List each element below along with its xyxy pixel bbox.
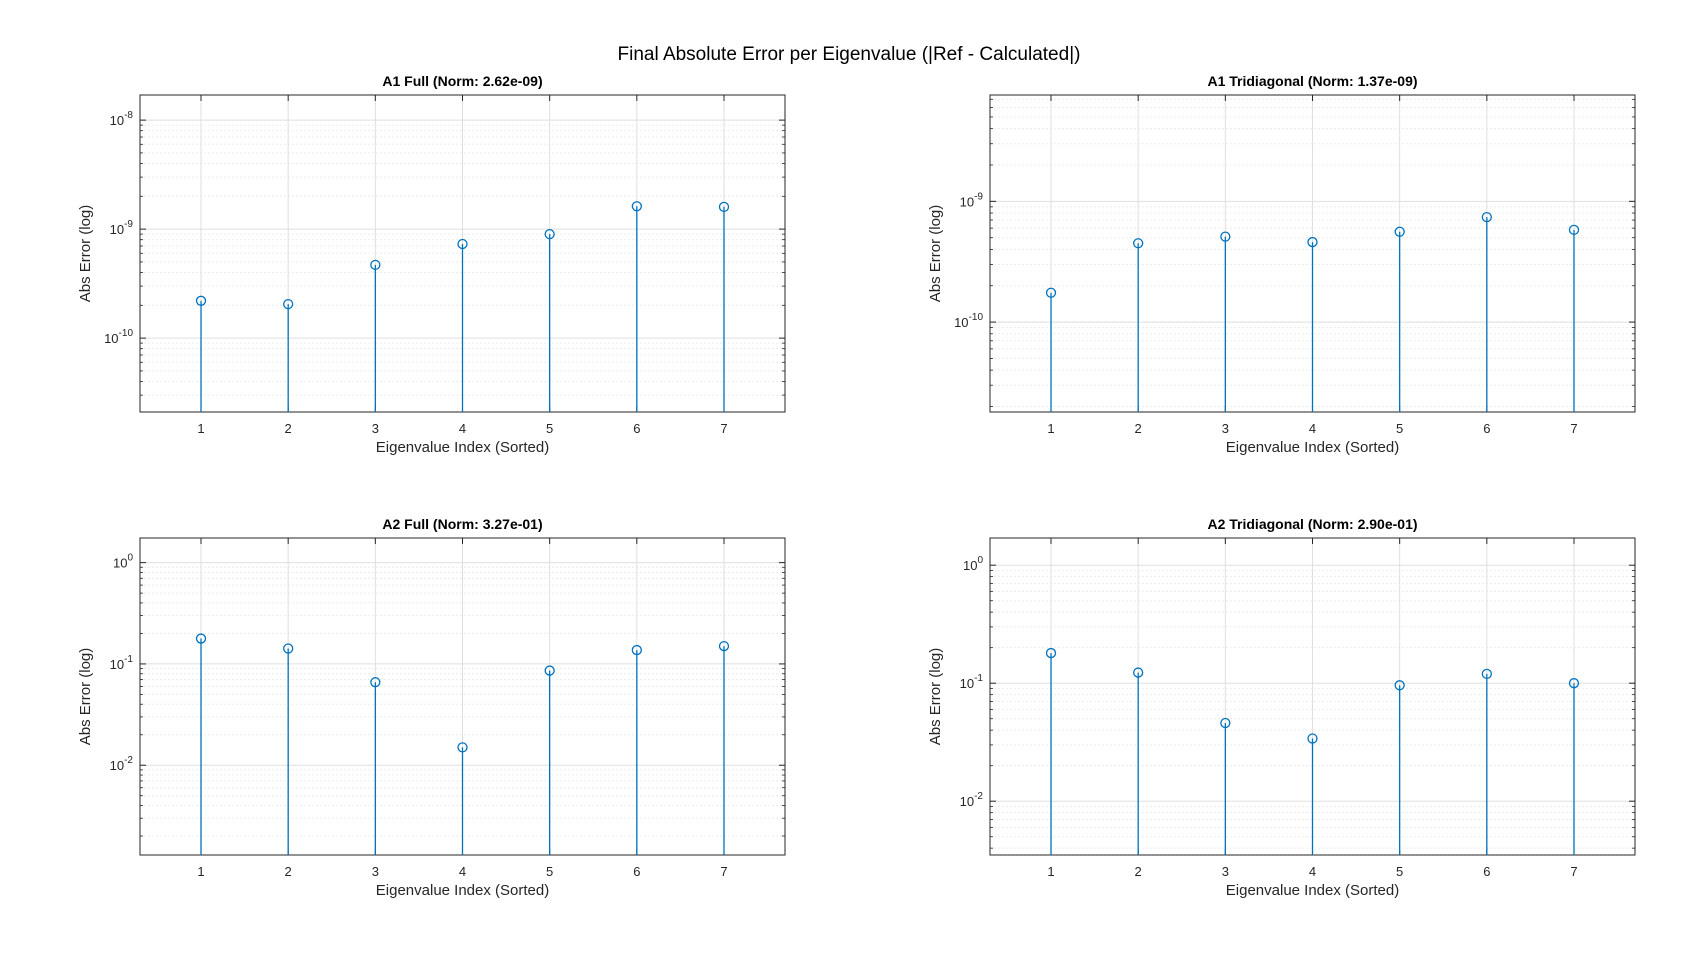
x-tick-label: 1: [197, 421, 204, 436]
x-axis-label: Eigenvalue Index (Sorted): [376, 882, 549, 899]
x-axis-label: Eigenvalue Index (Sorted): [1226, 882, 1399, 899]
y-axis-label: Abs Error (log): [927, 205, 944, 303]
stem-marker: [457, 238, 468, 250]
x-tick-label: 7: [720, 864, 727, 879]
subplot-a1-full: 1 2 3 4 5 6 7 10-10 10-9 10-8 A1 Full (Norm: 2.62e…: [77, 73, 786, 456]
x-tick-label: 5: [1396, 421, 1403, 436]
y-tick-label: 10-10: [954, 312, 983, 330]
y-tick-label: 100: [113, 553, 133, 571]
stem-marker: [195, 295, 207, 306]
y-tick-label: 10-1: [960, 673, 984, 691]
stem-marker: [1133, 238, 1144, 249]
stem-marker: [1133, 667, 1144, 678]
stem-marker: [1481, 211, 1492, 223]
x-tick-label: 2: [1135, 421, 1142, 436]
stem-marker: [1307, 236, 1318, 248]
subplot-a1-tridiagonal: 1 2 3 4 5 6 7 10-10 10-9 A1 Tridiagonal (Norm: 1.…: [927, 73, 1636, 456]
y-tick-label: 10-9: [110, 219, 134, 237]
x-tick-label: 3: [1222, 421, 1229, 436]
stem-marker: [1220, 231, 1231, 242]
y-tick-label: 10-9: [960, 191, 984, 209]
stem-marker: [544, 228, 555, 240]
stem-marker: [718, 640, 730, 652]
x-axis-label: Eigenvalue Index (Sorted): [1226, 439, 1399, 456]
subplot-title: A2 Full (Norm: 3.27e-01): [382, 516, 542, 532]
stem-marker: [283, 298, 294, 310]
x-tick-label: 6: [1483, 864, 1490, 879]
stem-marker: [195, 633, 207, 644]
x-tick-label: 7: [1570, 864, 1577, 879]
y-tick-label: 10-1: [110, 654, 134, 672]
x-tick-label: 1: [1047, 421, 1054, 436]
x-tick-label: 3: [372, 864, 379, 879]
y-tick-label: 10-2: [960, 791, 984, 809]
x-tick-label: 1: [1047, 864, 1054, 879]
x-tick-label: 3: [1222, 864, 1229, 879]
stem-marker: [631, 201, 642, 212]
stem-marker: [1045, 647, 1057, 659]
stem-marker: [370, 677, 381, 688]
subplot-title: A2 Tridiagonal (Norm: 2.90e-01): [1207, 516, 1417, 532]
y-axis-label: Abs Error (log): [77, 205, 94, 303]
x-tick-label: 6: [633, 864, 640, 879]
stem-marker: [1481, 668, 1492, 680]
x-tick-label: 4: [459, 421, 466, 436]
x-tick-label: 1: [197, 864, 204, 879]
x-tick-label: 7: [720, 421, 727, 436]
x-tick-label: 5: [1396, 864, 1403, 879]
subplot-a2-full: 1 2 3 4 5 6 7 10-2 10-1 100 A2 Full (Norm: 3.27e-0…: [77, 516, 786, 899]
x-tick-label: 2: [285, 864, 292, 879]
stem-marker: [544, 665, 555, 676]
subplot-title: A1 Tridiagonal (Norm: 1.37e-09): [1207, 73, 1417, 89]
stem-marker: [283, 643, 294, 654]
x-tick-label: 4: [1309, 421, 1316, 436]
x-tick-label: 4: [459, 864, 466, 879]
x-tick-label: 2: [285, 421, 292, 436]
x-tick-label: 6: [633, 421, 640, 436]
x-tick-label: 7: [1570, 421, 1577, 436]
y-axis-label: Abs Error (log): [77, 648, 94, 746]
y-tick-label: 100: [963, 555, 983, 573]
x-tick-label: 6: [1483, 421, 1490, 436]
x-axis-label: Eigenvalue Index (Sorted): [376, 439, 549, 456]
y-tick-label: 10-8: [110, 110, 134, 128]
figure-suptitle: Final Absolute Error per Eigenvalue (|Re…: [618, 44, 1081, 65]
stem-marker: [1394, 226, 1405, 237]
subplot-title: A1 Full (Norm: 2.62e-09): [382, 73, 542, 89]
stem-marker: [718, 201, 730, 213]
stem-marker: [370, 259, 381, 271]
x-tick-label: 3: [372, 421, 379, 436]
y-tick-label: 10-10: [104, 328, 133, 346]
x-tick-label: 4: [1309, 864, 1316, 879]
y-tick-label: 10-2: [110, 755, 134, 773]
x-tick-label: 5: [546, 864, 553, 879]
stem-marker: [1307, 733, 1318, 744]
x-tick-label: 5: [546, 421, 553, 436]
x-tick-label: 2: [1135, 864, 1142, 879]
stem-marker: [1220, 717, 1231, 729]
stem-marker: [1568, 224, 1580, 236]
y-axis-label: Abs Error (log): [927, 648, 944, 746]
stem-marker: [457, 742, 468, 753]
stem-marker: [631, 644, 642, 656]
stem-marker: [1045, 287, 1057, 298]
stem-marker: [1568, 678, 1580, 689]
subplot-a2-tridiagonal: 1 2 3 4 5 6 7 10-2 10-1 100 A2 Tridiagonal (Norm: …: [927, 516, 1636, 899]
stem-marker: [1394, 680, 1405, 691]
